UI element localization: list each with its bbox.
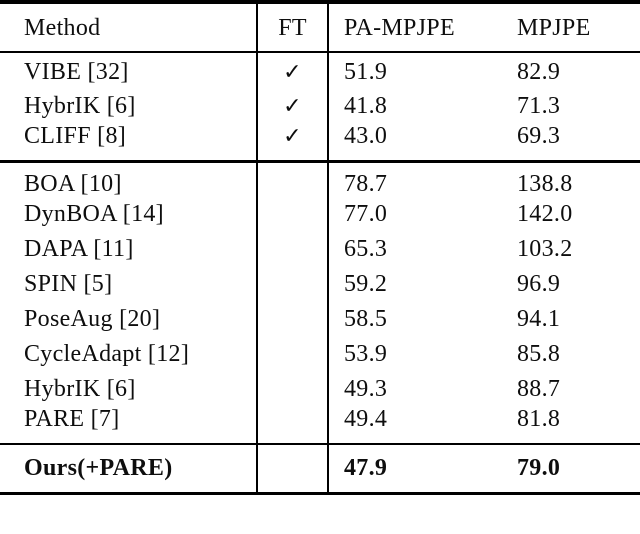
ft-cell: ✓ bbox=[256, 52, 328, 88]
pa-mpjpe-cell: 53.9 bbox=[327, 336, 517, 372]
column-header-method: Method bbox=[0, 2, 257, 53]
mpjpe-cell: 88.7 bbox=[517, 376, 561, 402]
mpjpe-cell: 71.3 bbox=[517, 93, 561, 119]
checkmark-icon: ✓ bbox=[283, 94, 302, 119]
method-cell: HybrIK [6] bbox=[24, 376, 136, 402]
mpjpe-cell: 69.3 bbox=[517, 123, 561, 149]
method-cell: CycleAdapt [12] bbox=[24, 341, 190, 367]
table-row: HybrIK [6] 49.3 88.7 bbox=[0, 371, 640, 407]
method-cell: HybrIK [6] bbox=[24, 93, 136, 119]
method-cell: DynBOA [14] bbox=[24, 201, 164, 227]
pa-mpjpe-cell: 51.9 bbox=[327, 52, 517, 88]
pa-mpjpe-cell: 49.4 bbox=[327, 406, 517, 444]
method-cell: Ours(+PARE) bbox=[0, 442, 257, 494]
table-row: DynBOA [14] 77.0 142.0 bbox=[0, 196, 640, 232]
table-row: PoseAug [20] 58.5 94.1 bbox=[0, 301, 640, 337]
section-adaptation: BOA [10] 78.7 138.8 DynBOA [14] 77.0 142… bbox=[0, 160, 640, 444]
checkmark-icon: ✓ bbox=[283, 59, 302, 85]
mpjpe-cell: 94.1 bbox=[517, 306, 561, 332]
header-row: Method FT PA-MPJPE MPJPE bbox=[0, 2, 640, 53]
method-cell: SPIN [5] bbox=[24, 271, 113, 297]
section-finetuned: VIBE [32] ✓ 51.9 82.9 HybrIK [6] ✓ 41.8 … bbox=[0, 52, 640, 162]
mpjpe-cell: 82.9 bbox=[517, 58, 561, 85]
section-ours: Ours(+PARE) 47.9 79.0 bbox=[0, 442, 640, 494]
ft-cell bbox=[256, 196, 328, 232]
method-cell: CLIFF [8] bbox=[24, 123, 127, 149]
ft-cell bbox=[256, 266, 328, 302]
table-header: Method FT PA-MPJPE MPJPE bbox=[0, 2, 640, 53]
mpjpe-cell: 103.2 bbox=[517, 236, 573, 262]
method-cell: PARE [7] bbox=[24, 405, 120, 432]
mpjpe-cell: 79.0 bbox=[517, 442, 640, 494]
ft-cell bbox=[256, 406, 328, 444]
table-row: PARE [7] 49.4 81.8 bbox=[0, 405, 640, 444]
ft-cell: ✓ bbox=[256, 124, 328, 162]
mpjpe-cell: 142.0 bbox=[517, 201, 573, 227]
results-table: Method FT PA-MPJPE MPJPE VIBE [32] ✓ 51.… bbox=[0, 0, 640, 495]
checkmark-icon: ✓ bbox=[283, 124, 302, 149]
mpjpe-cell: 85.8 bbox=[517, 341, 561, 367]
table-row-ours: Ours(+PARE) 47.9 79.0 bbox=[0, 442, 640, 494]
table-row: CycleAdapt [12] 53.9 85.8 bbox=[0, 336, 640, 372]
pa-mpjpe-cell: 43.0 bbox=[327, 124, 517, 162]
pa-mpjpe-cell: 59.2 bbox=[327, 266, 517, 302]
pa-mpjpe-cell: 77.0 bbox=[327, 196, 517, 232]
pa-mpjpe-cell: 49.3 bbox=[327, 371, 517, 407]
ft-cell bbox=[256, 160, 328, 197]
column-header-ft: FT bbox=[256, 2, 328, 53]
ft-cell bbox=[256, 442, 328, 494]
mpjpe-cell: 138.8 bbox=[517, 160, 640, 197]
ft-cell bbox=[256, 371, 328, 407]
ft-cell bbox=[256, 231, 328, 267]
ft-cell bbox=[256, 336, 328, 372]
pa-mpjpe-cell: 78.7 bbox=[327, 160, 517, 197]
column-header-mpjpe: MPJPE bbox=[517, 2, 640, 53]
ft-cell bbox=[256, 301, 328, 337]
mpjpe-cell: 81.8 bbox=[517, 405, 561, 432]
method-cell: PoseAug [20] bbox=[24, 306, 161, 332]
pa-mpjpe-cell: 47.9 bbox=[327, 442, 517, 494]
mpjpe-cell: 96.9 bbox=[517, 271, 561, 297]
table-row: VIBE [32] ✓ 51.9 82.9 bbox=[0, 52, 640, 88]
column-header-pa-mpjpe: PA-MPJPE bbox=[327, 2, 517, 53]
table-row: SPIN [5] 59.2 96.9 bbox=[0, 266, 640, 302]
table-row: CLIFF [8] ✓ 43.0 69.3 bbox=[0, 124, 640, 162]
method-cell: VIBE [32] bbox=[24, 58, 129, 85]
method-cell: BOA [10] bbox=[0, 160, 257, 197]
method-cell: DAPA [11] bbox=[24, 236, 134, 262]
table-row: DAPA [11] 65.3 103.2 bbox=[0, 231, 640, 267]
pa-mpjpe-cell: 58.5 bbox=[327, 301, 517, 337]
table-row: BOA [10] 78.7 138.8 bbox=[0, 160, 640, 197]
table-row: HybrIK [6] ✓ 41.8 71.3 bbox=[0, 88, 640, 124]
pa-mpjpe-cell: 41.8 bbox=[327, 88, 517, 124]
pa-mpjpe-cell: 65.3 bbox=[327, 231, 517, 267]
ft-cell: ✓ bbox=[256, 88, 328, 124]
